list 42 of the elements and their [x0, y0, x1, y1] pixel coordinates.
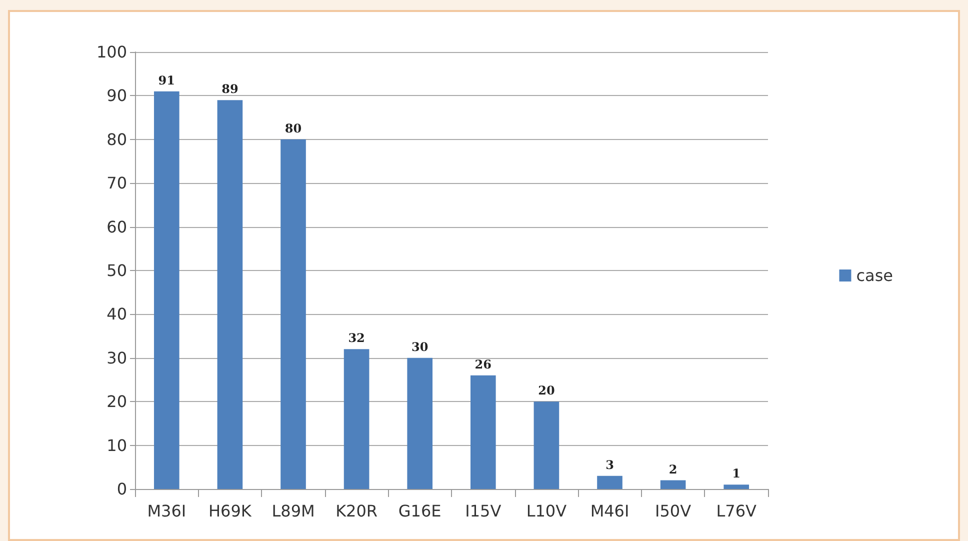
y-tick-label: 30 — [106, 348, 127, 368]
x-tick-label: L10V — [526, 502, 567, 520]
data-label: 2 — [668, 462, 678, 476]
y-tick-label: 40 — [106, 304, 127, 324]
bar — [344, 349, 370, 489]
data-label: 20 — [538, 384, 555, 398]
x-tick-label: I15V — [465, 502, 502, 520]
bar — [280, 139, 306, 489]
x-tick-label: H69K — [208, 502, 252, 520]
y-tick-label: 60 — [106, 217, 127, 236]
bar — [217, 100, 243, 489]
x-tick-label: L76V — [716, 502, 757, 520]
y-tick-label: 70 — [106, 174, 127, 193]
y-tick-label: 20 — [106, 392, 127, 412]
data-label: 26 — [474, 357, 492, 372]
legend-label: case — [856, 266, 893, 285]
bar — [154, 91, 180, 489]
x-tick-label: K20R — [336, 502, 378, 520]
data-label: 80 — [284, 121, 302, 136]
y-tick-label: 10 — [106, 436, 127, 455]
y-tick-label: 80 — [106, 130, 127, 149]
x-tick-label: G16E — [398, 502, 442, 520]
bar — [470, 375, 496, 489]
bar — [534, 402, 560, 489]
y-tick-label: 100 — [96, 42, 127, 62]
bar — [724, 484, 750, 489]
x-tick-label: L89M — [272, 502, 315, 520]
y-tick-label: 0 — [116, 480, 127, 498]
bar — [660, 480, 686, 489]
data-label: 91 — [158, 73, 175, 88]
x-tick-label: I50V — [655, 502, 692, 520]
data-label: 89 — [222, 82, 238, 96]
bar — [407, 358, 433, 489]
x-tick-label: M46I — [590, 502, 630, 520]
data-label: 32 — [348, 331, 365, 346]
data-label: 1 — [732, 466, 741, 481]
bar — [597, 476, 622, 489]
y-tick-label: 50 — [106, 261, 127, 280]
data-label: 30 — [412, 340, 428, 354]
data-label: 3 — [606, 458, 614, 472]
x-tick-label: M36I — [147, 502, 186, 520]
y-tick-label: 90 — [106, 86, 127, 106]
